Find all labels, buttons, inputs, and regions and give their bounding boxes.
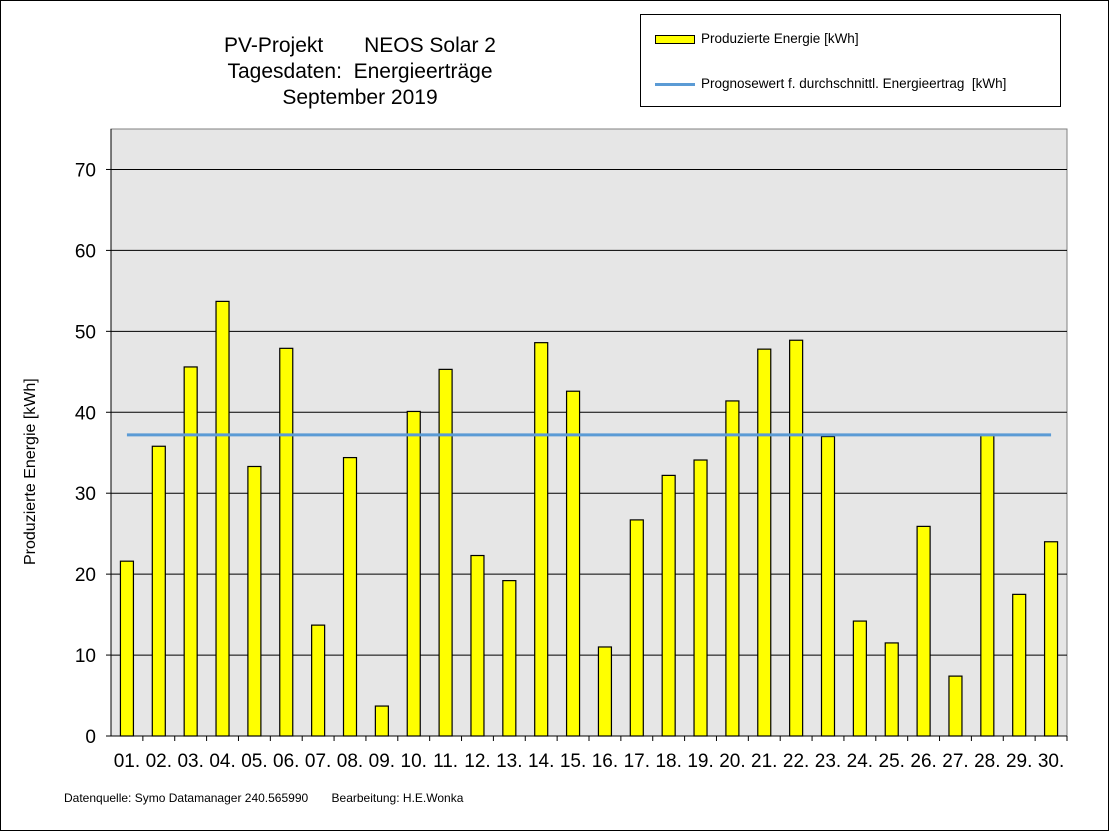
x-tick-label: 12. (464, 751, 490, 772)
x-tick-label: 28. (974, 751, 1000, 772)
y-tick-label: 20 (75, 565, 96, 586)
x-tick-label: 14. (528, 751, 554, 772)
x-tick-label: 10. (401, 751, 427, 772)
x-tick-label: 23. (815, 751, 841, 772)
bar-21 (757, 348, 772, 737)
bar-08 (342, 456, 358, 737)
y-tick-label: 30 (75, 484, 96, 505)
x-tick-label: 06. (273, 751, 299, 772)
x-tick-label: 05. (241, 751, 267, 772)
bar-20 (725, 400, 740, 737)
x-tick-label: 15. (560, 751, 586, 772)
bar-19 (693, 459, 708, 737)
bar-18 (661, 474, 676, 737)
y-tick-label: 60 (75, 241, 96, 262)
x-tick-label: 30. (1038, 751, 1064, 772)
bar-22 (789, 339, 804, 737)
title-line-3: September 2019 (282, 86, 438, 109)
chart-footer: Datenquelle: Symo Datamanager 240.565990… (64, 791, 463, 805)
x-tick-label: 27. (942, 751, 968, 772)
bar-23 (820, 435, 836, 737)
bar-10 (406, 410, 421, 737)
x-tick-label: 29. (1006, 751, 1032, 772)
x-tick-label: 20. (719, 751, 745, 772)
x-tick-label: 16. (592, 751, 618, 772)
x-tick-label: 01. (114, 751, 140, 772)
x-tick-label: 17. (624, 751, 650, 772)
bar-15 (565, 390, 581, 737)
bar-26 (916, 525, 931, 737)
x-tick-label: 13. (496, 751, 522, 772)
x-tick-label: 25. (879, 751, 905, 772)
bar-03 (183, 366, 198, 737)
bar-02 (151, 445, 166, 737)
bar-05 (247, 465, 262, 737)
x-tick-label: 24. (847, 751, 873, 772)
bar-30 (1043, 541, 1059, 737)
bar-12 (470, 554, 485, 737)
bar-17 (629, 519, 644, 737)
bar-11 (438, 368, 453, 737)
x-tick-label: 02. (146, 751, 172, 772)
y-tick-label: 50 (75, 322, 96, 343)
y-tick-label: 40 (75, 403, 96, 424)
data-source: Datenquelle: Symo Datamanager 240.565990 (64, 791, 309, 805)
legend-item-bar: Produzierte Energie [kWh] (655, 31, 859, 91)
x-tick-label: 07. (305, 751, 331, 772)
x-tick-label: 03. (177, 751, 203, 772)
chart-title: PV-Projekt NEOS Solar 2 Tagesdaten: Ener… (150, 33, 570, 111)
x-tick-label: 26. (910, 751, 936, 772)
bar-29 (1012, 593, 1027, 737)
y-tick-label: 10 (75, 646, 96, 667)
bar-06 (279, 347, 294, 737)
bar-27 (948, 675, 963, 737)
legend-line-swatch (655, 83, 695, 86)
x-tick-label: 09. (369, 751, 395, 772)
bar-16 (597, 646, 613, 737)
chart-legend: Produzierte Energie [kWh] Prognosewert f… (640, 14, 1061, 107)
bar-04 (215, 300, 230, 737)
legend-bar-swatch (655, 35, 695, 44)
bar-28 (980, 433, 995, 737)
x-tick-label: 04. (209, 751, 235, 772)
editor-credit: Bearbeitung: H.E.Wonka (331, 791, 464, 805)
bar-24 (852, 620, 867, 737)
x-tick-label: 21. (751, 751, 777, 772)
x-tick-label: 18. (655, 751, 681, 772)
legend-bar-label: Produzierte Energie [kWh] (701, 31, 859, 46)
x-tick-label: 08. (337, 751, 363, 772)
y-tick-label: 70 (75, 160, 96, 181)
legend-line-label: Prognosewert f. durchschnittl. Energieer… (701, 76, 1007, 91)
legend-item-line: Prognosewert f. durchschnittl. Energieer… (655, 76, 1006, 136)
title-line-2: Tagesdaten: Energieerträge (227, 60, 493, 83)
bar-09 (374, 705, 389, 737)
bar-01 (119, 560, 135, 737)
bar-25 (884, 642, 899, 737)
bar-14 (534, 342, 549, 737)
x-tick-label: 19. (687, 751, 713, 772)
bar-13 (502, 580, 517, 737)
title-line-1: PV-Projekt NEOS Solar 2 (224, 34, 496, 57)
bar-07 (311, 624, 326, 737)
x-tick-label: 11. (433, 751, 458, 772)
x-tick-label: 22. (783, 751, 809, 772)
y-tick-label: 0 (85, 727, 96, 748)
